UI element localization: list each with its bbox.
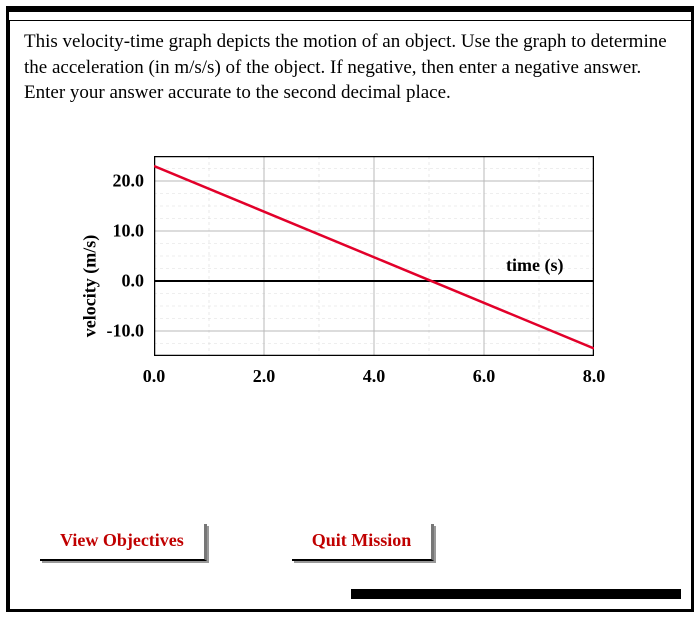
question-prompt: This velocity-time graph depicts the mot… (24, 29, 677, 106)
footer-bar (351, 589, 681, 599)
question-frame: This velocity-time graph depicts the mot… (6, 6, 694, 612)
question-inner: This velocity-time graph depicts the mot… (9, 20, 691, 609)
x-tick-label: 2.0 (253, 366, 276, 387)
x-tick-label: 0.0 (143, 366, 166, 387)
button-row: View Objectives Quit Mission (40, 524, 661, 561)
y-tick-label: 20.0 (94, 170, 144, 191)
y-tick-label: -10.0 (94, 320, 144, 341)
velocity-time-chart: velocity (m/s) 20.010.00.0-10.0 0.02.04.… (79, 156, 639, 416)
x-tick-label: 6.0 (473, 366, 496, 387)
y-tick-label: 10.0 (94, 220, 144, 241)
chart-plot-area: time (s) (154, 156, 594, 356)
x-axis-label: time (s) (506, 255, 563, 276)
quit-mission-button[interactable]: Quit Mission (292, 524, 435, 561)
view-objectives-button[interactable]: View Objectives (40, 524, 207, 561)
y-tick-label: 0.0 (94, 270, 144, 291)
x-tick-label: 8.0 (583, 366, 606, 387)
x-tick-label: 4.0 (363, 366, 386, 387)
